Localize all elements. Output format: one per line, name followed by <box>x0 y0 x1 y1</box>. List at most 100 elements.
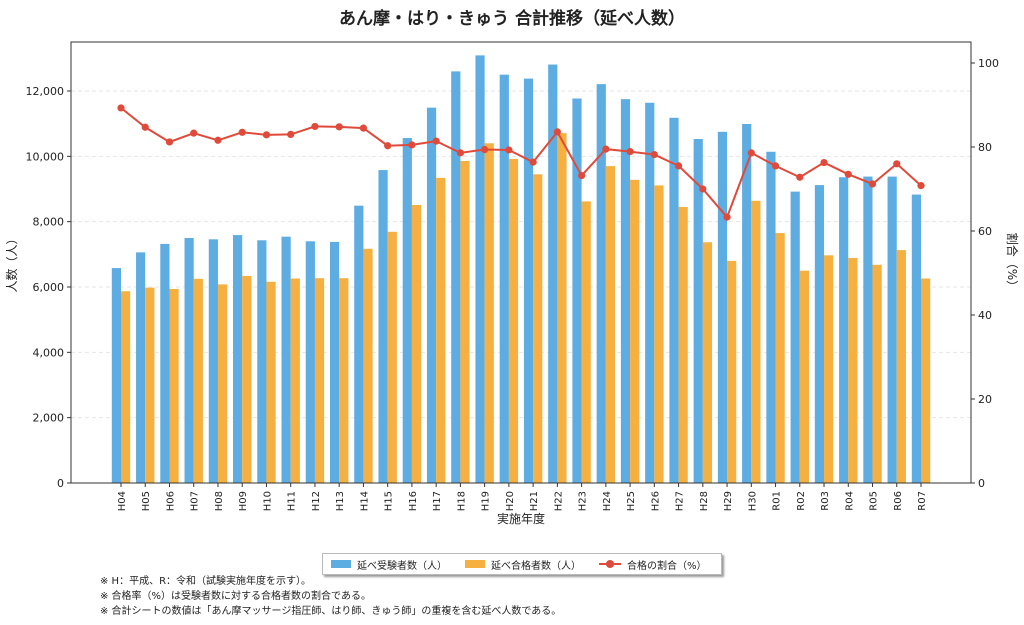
x-tick-label: H09 <box>238 491 249 511</box>
pass-rate-point <box>117 104 125 112</box>
legend-marker-pass-rate <box>599 559 621 569</box>
bar-applicants <box>766 151 776 483</box>
bar-applicants <box>863 176 873 483</box>
bar-passers <box>193 278 203 483</box>
bar-passers <box>678 206 688 483</box>
bar-applicants <box>790 191 800 483</box>
bar-passers <box>921 278 931 483</box>
pass-rate-point <box>190 129 198 137</box>
pass-rate-point <box>141 123 149 131</box>
pass-rate-point <box>214 136 222 144</box>
bar-passers <box>799 270 809 483</box>
pass-rate-point <box>505 146 513 154</box>
bar-applicants <box>136 252 146 483</box>
y-tick-label: 8,000 <box>33 216 65 229</box>
y2-tick-label: 20 <box>978 393 992 406</box>
bar-passers <box>145 287 155 483</box>
pass-rate-point <box>165 138 174 146</box>
bar-passers <box>290 278 300 483</box>
bar-passers <box>169 288 179 483</box>
bar-passers <box>630 179 640 483</box>
x-tick-label: H07 <box>190 491 201 511</box>
legend-swatch-applicants <box>331 560 351 568</box>
bar-passers <box>727 260 737 483</box>
bar-applicants <box>281 236 291 483</box>
x-tick-label: H08 <box>214 491 225 511</box>
plot-frame <box>70 41 972 484</box>
bar-applicants <box>354 205 364 483</box>
x-tick-label: H19 <box>481 491 492 511</box>
x-tick-label: R03 <box>820 491 831 511</box>
bar-passers <box>411 205 422 484</box>
bar-applicants <box>402 138 412 484</box>
bar-passers <box>775 233 785 483</box>
x-tick-label: H16 <box>408 491 419 511</box>
bar-applicants <box>693 139 703 483</box>
x-tick-label: H25 <box>626 491 637 511</box>
x-tick-label: R01 <box>772 491 783 511</box>
bar-passers <box>121 291 131 483</box>
pass-rate-point <box>335 123 343 131</box>
x-tick-label: H26 <box>650 491 661 511</box>
bar-applicants <box>499 74 509 484</box>
x-tick-label: R06 <box>893 491 904 511</box>
x-tick-label: R04 <box>844 491 855 511</box>
bar-applicants <box>329 241 340 483</box>
bar-passers <box>436 177 446 484</box>
footnote-2: ※ 合格率（%）は受験者数に対する合格者数の割合である。 <box>100 591 371 602</box>
bar-applicants <box>596 84 606 483</box>
legend-label-applicants: 延べ受験者数（人） <box>357 560 447 572</box>
x-tick-label: H15 <box>384 491 395 511</box>
pass-rate-point <box>456 149 464 157</box>
x-tick-label: R05 <box>869 491 880 511</box>
bar-applicants <box>669 117 679 483</box>
chart-title: あん摩・はり・きゅう 合計推移（延べ人数） <box>339 9 685 29</box>
bar-passers <box>314 278 325 483</box>
bar-passers <box>363 248 373 483</box>
bar-passers <box>751 200 761 483</box>
y-tick-label: 2,000 <box>33 412 65 425</box>
x-tick-label: H21 <box>529 491 540 511</box>
pass-rate-point <box>868 180 877 188</box>
bar-applicants <box>208 239 218 483</box>
pass-rate-point <box>359 124 368 132</box>
legend-item-passers: 延べ合格者数（人） <box>465 557 581 572</box>
x-tick-label: H14 <box>359 491 370 511</box>
x-tick-label: H06 <box>165 491 176 511</box>
bar-passers <box>242 275 252 483</box>
pass-rate-point <box>553 128 561 136</box>
x-tick-label: H30 <box>747 491 758 511</box>
pass-rate-point <box>893 160 901 168</box>
x-tick-label: H05 <box>141 491 152 511</box>
bar-passers <box>484 143 494 483</box>
bar-applicants <box>814 185 825 483</box>
bar-applicants <box>160 243 170 483</box>
x-tick-label: H20 <box>505 491 516 511</box>
bar-applicants <box>257 240 267 483</box>
bar-applicants <box>426 107 437 483</box>
x-tick-label: H13 <box>335 491 346 511</box>
y-tick-label: 12,000 <box>26 85 65 98</box>
bar-passers <box>217 284 228 483</box>
legend-label-passers: 延べ合格者数（人） <box>491 560 581 572</box>
bar-passers <box>872 264 882 483</box>
y2-tick-label: 100 <box>978 57 999 70</box>
pass-rate-point <box>384 142 392 150</box>
bar-applicants <box>548 64 558 483</box>
pass-rate-point <box>699 185 707 193</box>
pass-rate-point <box>917 182 925 190</box>
bar-passers <box>848 257 858 483</box>
bar-passers <box>339 278 349 483</box>
x-tick-label: H18 <box>456 491 467 511</box>
x-tick-label: R07 <box>917 491 928 511</box>
axes-layer: 0 2,000 4,000 6,000 8,000 10,000 12,000 0 20 40 60… <box>4 41 1020 526</box>
bar-applicants <box>572 98 582 483</box>
pass-rate-point <box>820 158 828 167</box>
x-tick-label: H17 <box>432 491 443 511</box>
y-tick-label: 6,000 <box>33 281 65 294</box>
x-axis-title: 実施年度 <box>497 511 545 526</box>
y2-tick-label: 60 <box>978 225 992 238</box>
pass-rate-point <box>747 149 755 157</box>
pass-rate-point <box>844 170 852 178</box>
bars-layer <box>111 55 931 484</box>
